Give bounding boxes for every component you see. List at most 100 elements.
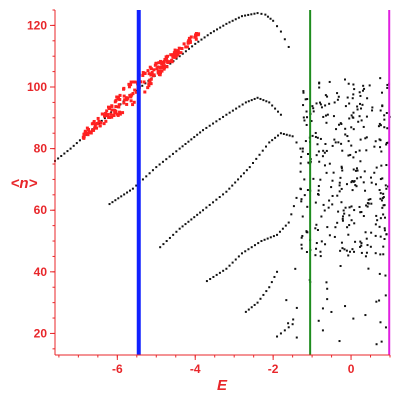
series-0-point-28 [141,84,144,87]
series-3-point-15 [253,244,256,247]
scatter-point-311 [348,102,351,105]
series-2-point-35 [268,141,271,144]
scatter-point-235 [354,240,357,243]
scatter-point-69 [360,107,363,110]
scatter-point-291 [302,104,305,107]
scatter-point-126 [377,125,380,128]
scatter-point-22 [351,248,354,251]
scatter-point-318 [386,86,389,89]
series-1-point-18 [165,158,168,161]
highlight-point-70 [122,101,126,105]
series-2-point-37 [274,136,277,139]
highlight-point-128 [162,66,166,70]
series-3-point-14 [250,246,253,249]
highlight-point-196 [130,93,134,97]
highlight-point-89 [148,65,152,69]
series-2-point-39 [279,132,282,135]
scatter-point-266 [373,171,376,174]
highlight-point-139 [147,84,151,88]
series-2-point-30 [252,161,255,164]
scatter-point-41 [355,167,358,170]
scatter-point-185 [374,183,377,186]
highlight-point-20 [131,80,135,84]
series-2-point-5 [175,230,178,233]
scatter-point-241 [340,187,343,190]
series-3-point-11 [240,252,243,255]
series-2-point-6 [178,227,181,230]
series-3-point-24 [281,227,284,230]
highlight-point-184 [93,126,97,130]
series-2-point-27 [242,172,245,175]
scatter-point-10 [319,178,322,181]
scatter-point-239 [363,87,366,90]
scatter-point-66 [323,209,326,212]
highlight-point-170 [132,100,136,104]
series-1-point-34 [215,120,218,123]
scatter-point-71 [300,200,303,203]
scatter-point-158 [341,149,344,152]
scatter-point-295 [380,150,383,153]
scatter-point-280 [332,115,335,118]
scatter-point-234 [344,206,347,209]
scatter-point-147 [353,88,356,91]
scatter-point-166 [366,97,369,100]
scatter-point-46 [371,106,374,109]
scatter-point-310 [359,240,362,243]
scatter-point-208 [352,111,355,114]
y-axis-title: <n> [11,175,38,192]
highlight-point-203 [122,87,126,91]
highlight-point-69 [118,98,122,102]
scatter-point-228 [337,210,340,213]
scatter-point-9 [385,187,388,190]
scatter-point-25 [333,235,336,238]
series-1-point-45 [250,99,253,102]
series-0-point-63 [250,13,253,16]
series-0-point-37 [169,62,172,65]
series-0-point-61 [244,14,247,17]
series-1-point-52 [271,104,274,107]
series-3-point-29 [295,196,298,199]
scatter-point-255 [318,81,321,84]
highlight-point-63 [156,65,160,69]
highlight-point-50 [147,72,151,76]
scatter-point-275 [352,156,355,159]
series-0-point-54 [222,24,225,27]
scatter-point-91 [340,166,343,169]
highlight-point-178 [156,71,160,75]
scatter-point-23 [383,227,386,230]
highlight-point-103 [189,35,193,39]
highlight-point-177 [129,83,133,87]
scatter-point-257 [346,135,349,138]
scatter-point-301 [320,106,323,109]
highlight-point-16 [99,121,103,125]
series-2-point-21 [225,190,228,193]
series-2-point-0 [159,246,162,249]
scatter-point-246 [303,119,306,122]
scatter-point-251 [347,140,350,143]
series-0-point-41 [181,52,184,55]
scatter-point-73 [379,109,382,112]
series-2-point-23 [231,184,234,187]
scatter-point-61 [379,192,382,195]
series-2-point-12 [196,213,199,216]
scatter-point-77 [382,253,385,256]
highlight-point-152 [142,80,146,84]
series-0-point-18 [110,111,113,114]
highlight-point-171 [188,40,192,44]
series-0-point-53 [219,26,222,29]
series-0-point-71 [276,25,279,28]
highlight-point-180 [149,72,153,76]
scatter-point-89 [346,226,349,229]
highlight-point-110 [100,112,104,116]
scatter-point-96 [323,151,326,154]
highlight-point-59 [173,48,177,52]
highlight-point-197 [89,131,93,135]
series-3-point-18 [263,238,266,241]
scatter-point-303 [302,90,305,93]
series-2-point-25 [237,178,240,181]
scatter-point-74 [314,135,317,138]
scatter-point-193 [325,121,328,124]
scatter-point-95 [366,244,369,247]
series-1-point-49 [262,99,265,102]
series-1-point-27 [193,136,196,139]
